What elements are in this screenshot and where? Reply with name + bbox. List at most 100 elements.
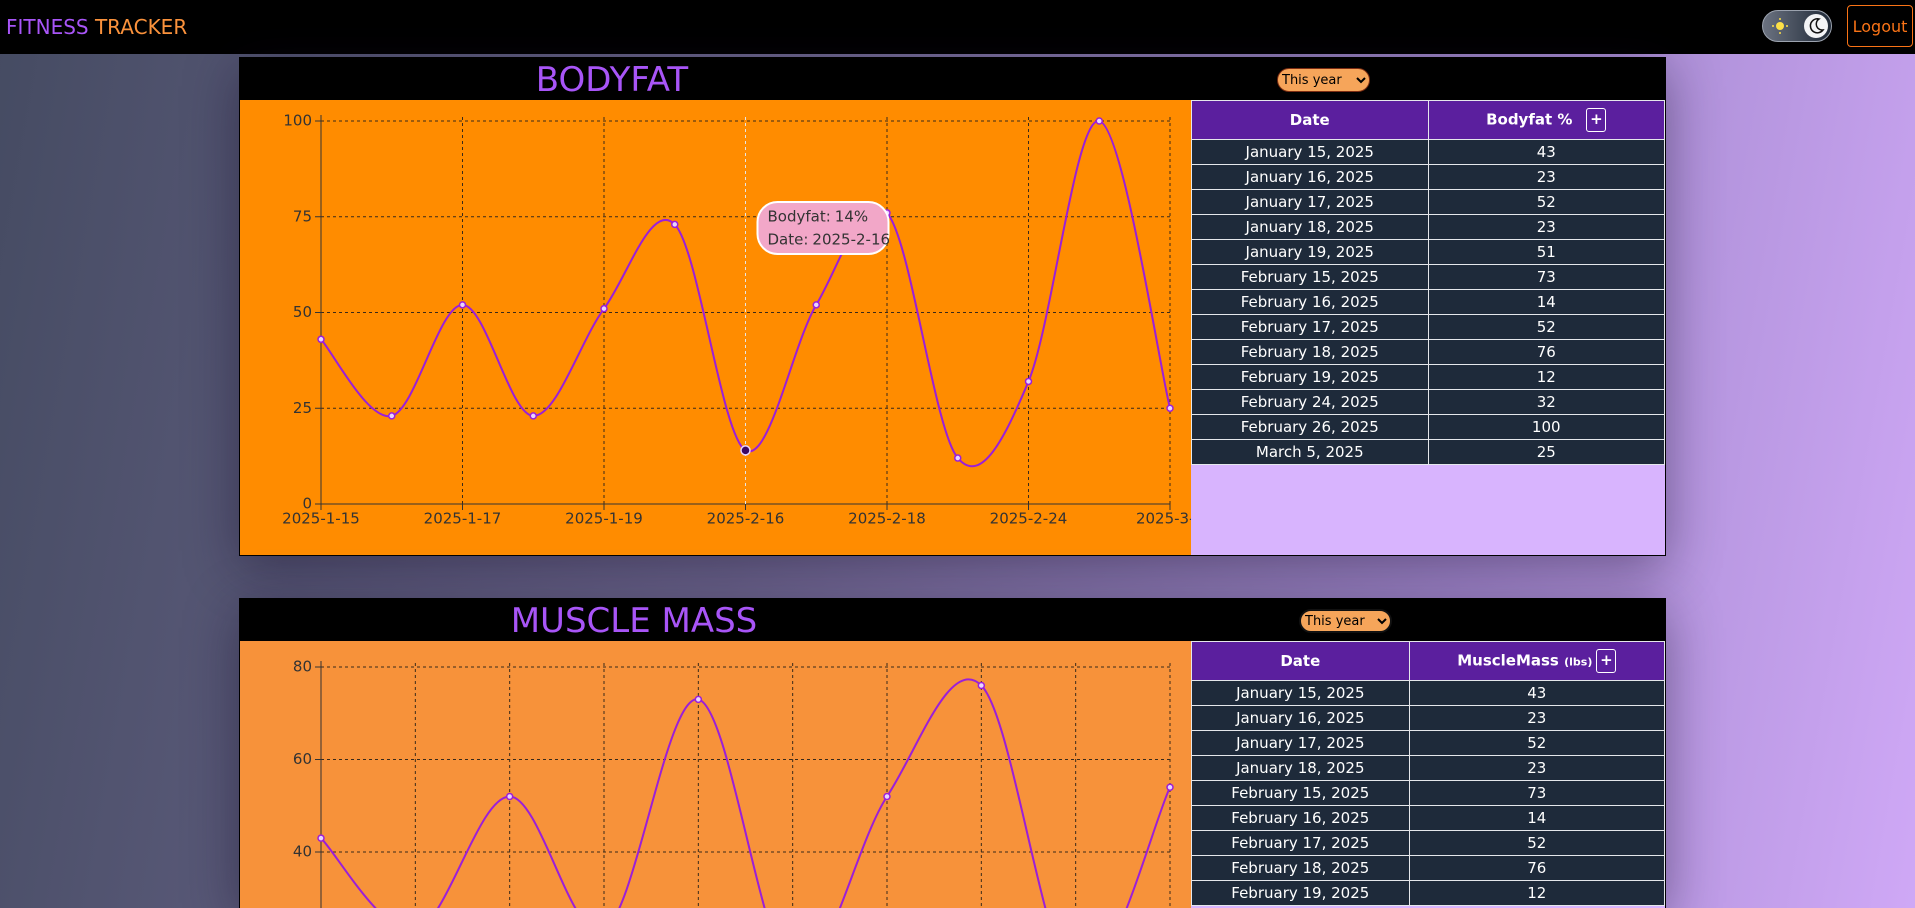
data-line	[320, 678, 1171, 908]
value-cell: 23	[1408, 705, 1665, 731]
logout-button[interactable]: Logout	[1847, 5, 1913, 47]
value-cell: 100	[1427, 414, 1665, 440]
table-area: Date Bodyfat % + January 15, 2025 43 Januar…	[1191, 100, 1665, 555]
date-cell: January 18, 2025	[1191, 755, 1410, 781]
value-cell: 12	[1408, 880, 1665, 906]
table-row: February 26, 2025 100	[1191, 414, 1665, 440]
add-button[interactable]: +	[1596, 649, 1617, 673]
data-table: Date Bodyfat % + January 15, 2025 43 Januar…	[1191, 100, 1665, 465]
x-tick-label: 2025-2-24	[990, 510, 1068, 528]
table-row: January 17, 2025 52	[1191, 730, 1665, 756]
date-cell: February 18, 2025	[1191, 855, 1410, 881]
column-header: Date	[1191, 100, 1429, 140]
chart-area: 0 25 50 75 100 2025-1-15 2025-1-17 2025-1-19 202…	[240, 100, 1204, 555]
column-label: Bodyfat %	[1486, 110, 1573, 129]
date-cell: March 5, 2025	[1191, 439, 1429, 465]
value-cell: 52	[1408, 730, 1665, 756]
data-point	[1024, 377, 1033, 386]
brand: FITNESS TRACKER	[6, 15, 187, 39]
value-cell: 51	[1427, 239, 1665, 265]
table-row: February 16, 2025 14	[1191, 289, 1665, 315]
table-area: Date MuscleMass (lbs) + January 15, 2025 4…	[1191, 641, 1665, 908]
data-point	[740, 445, 751, 456]
table-row: February 19, 2025 12	[1191, 880, 1665, 906]
table-row: February 24, 2025 32	[1191, 389, 1665, 415]
table-row: January 19, 2025 51	[1191, 239, 1665, 265]
date-cell: January 16, 2025	[1191, 164, 1429, 190]
column-header: Bodyfat % +	[1427, 100, 1665, 140]
x-tick-label: 2025-3-5	[1136, 510, 1191, 528]
y-tick-label: 0	[302, 495, 312, 513]
value-cell: 14	[1408, 805, 1665, 831]
date-cell: February 26, 2025	[1191, 414, 1429, 440]
chart-area: 40 60 80	[240, 641, 1191, 908]
date-cell: January 15, 2025	[1191, 680, 1410, 706]
data-point	[600, 304, 608, 313]
value-cell: 76	[1408, 855, 1665, 881]
date-cell: February 19, 2025	[1191, 364, 1429, 390]
range-select[interactable]: This year	[1299, 609, 1392, 633]
tooltip-box	[756, 201, 890, 255]
tooltip-value: 2025-2-16	[812, 231, 890, 249]
value-cell: 14	[1427, 289, 1665, 315]
date-cell: January 17, 2025	[1191, 189, 1429, 215]
x-tick-label: 2025-1-17	[424, 510, 502, 528]
value-cell: 43	[1427, 139, 1665, 165]
value-cell: 73	[1408, 780, 1665, 806]
x-tick-label: 2025-1-19	[565, 510, 643, 528]
data-point	[317, 834, 325, 842]
panel-title: MUSCLE MASS	[510, 601, 758, 641]
data-point	[694, 695, 703, 704]
add-button[interactable]: +	[1586, 108, 1607, 132]
chart: 40 60 80	[293, 658, 1174, 908]
value-cell: 76	[1427, 339, 1665, 365]
value-cell: 52	[1427, 189, 1665, 215]
table-row: February 17, 2025 52	[1191, 314, 1665, 340]
table-row: February 16, 2025 14	[1191, 805, 1665, 831]
panel-bar: BODYFAT This year	[240, 58, 1665, 100]
value-cell: 52	[1427, 314, 1665, 340]
value-cell: 25	[1427, 439, 1665, 465]
table-row: January 16, 2025 23	[1191, 705, 1665, 731]
value-cell: 23	[1408, 755, 1665, 781]
data-point	[812, 301, 820, 309]
y-tick-label: 75	[293, 207, 312, 225]
date-cell: February 18, 2025	[1191, 339, 1429, 365]
date-cell: February 16, 2025	[1191, 289, 1429, 315]
value-cell: 12	[1427, 364, 1665, 390]
unit-label: (lbs)	[1564, 655, 1593, 669]
y-tick-label: 80	[293, 658, 312, 676]
top-bar: FITNESS TRACKER Logout	[0, 0, 1915, 54]
y-tick-label: 40	[293, 843, 312, 861]
value-cell: 52	[1408, 830, 1665, 856]
data-point	[1095, 117, 1103, 125]
table-row: March 5, 2025 25	[1191, 439, 1665, 465]
table-row: February 18, 2025 76	[1191, 339, 1665, 365]
x-tick-label: 2025-1-15	[282, 510, 360, 528]
table-row: February 15, 2025 73	[1191, 780, 1665, 806]
y-tick-label: 100	[283, 112, 312, 130]
data-point	[505, 792, 514, 801]
data-point	[529, 412, 537, 420]
table-row: February 19, 2025 12	[1191, 364, 1665, 390]
x-tick-label: 2025-2-16	[707, 510, 785, 528]
range-select[interactable]: This year	[1277, 68, 1370, 92]
data-table: Date MuscleMass (lbs) + January 15, 2025 4…	[1191, 641, 1665, 906]
date-cell: February 15, 2025	[1191, 780, 1410, 806]
table-row: January 16, 2025 23	[1191, 164, 1665, 190]
panel-title: BODYFAT	[535, 60, 689, 100]
data-point	[458, 301, 467, 309]
data-point	[317, 335, 325, 344]
data-line	[320, 120, 1171, 468]
brand-first: FITNESS	[6, 15, 89, 39]
date-cell: January 15, 2025	[1191, 139, 1429, 165]
toggle-icons	[1772, 14, 1828, 38]
x-tick-label: 2025-2-18	[848, 510, 926, 528]
data-point	[977, 681, 986, 690]
column-label: MuscleMass	[1457, 651, 1559, 670]
table-row: February 18, 2025 76	[1191, 855, 1665, 881]
column-header: MuscleMass (lbs) +	[1408, 641, 1665, 681]
theme-toggle[interactable]	[1762, 10, 1832, 42]
